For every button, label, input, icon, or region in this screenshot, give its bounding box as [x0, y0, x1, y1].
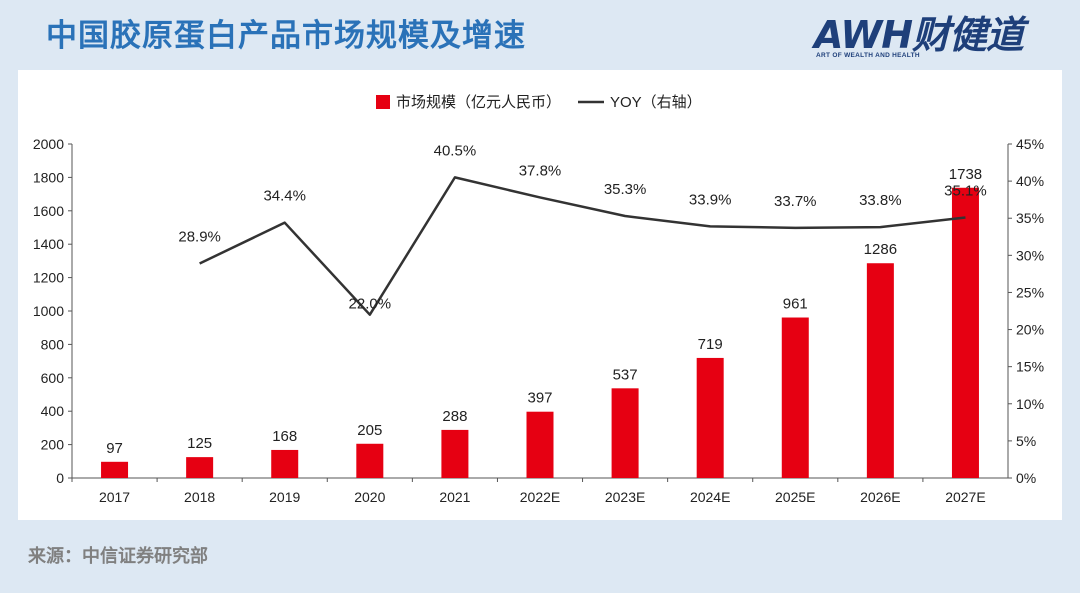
yoy-value-label: 35.3% [604, 181, 647, 198]
yoy-value-label: 33.8% [859, 192, 902, 209]
yoy-value-label: 37.8% [519, 162, 562, 179]
bar-value-label: 1286 [864, 241, 897, 258]
logo-tagline: ART OF WEALTH AND HEALTH [816, 52, 920, 59]
x-tick-label: 2019 [269, 489, 300, 505]
source-note: 来源：中信证券研究部 [28, 546, 208, 567]
y-right-tick-label: 35% [1016, 210, 1044, 226]
page-title: 中国胶原蛋白产品市场规模及增速 [46, 18, 526, 54]
bar-value-label: 97 [106, 440, 123, 457]
bar [186, 457, 214, 478]
x-tick-label: 2017 [99, 489, 130, 505]
bar [611, 388, 639, 478]
y-right-tick-label: 25% [1016, 284, 1044, 300]
y-right-tick-label: 10% [1016, 396, 1044, 412]
y-left-tick-label: 1600 [33, 203, 64, 219]
x-tick-label: 2018 [184, 489, 215, 505]
x-tick-label: 2020 [354, 489, 385, 505]
legend-bar-label: 市场规模（亿元人民币） [396, 94, 561, 111]
yoy-value-label: 33.9% [689, 191, 732, 208]
x-tick-label: 2025E [775, 489, 815, 505]
yoy-value-label: 22.0% [349, 296, 392, 313]
y-left-tick-label: 2000 [33, 136, 64, 152]
logo-wordmark: AWH财健道 [814, 13, 1024, 57]
bar [781, 317, 809, 478]
bar-value-label: 537 [613, 366, 638, 383]
x-tick-label: 2023E [605, 489, 645, 505]
bar-value-label: 719 [698, 336, 723, 353]
y-right-tick-label: 30% [1016, 247, 1044, 263]
bar [526, 411, 554, 478]
x-tick-label: 2026E [860, 489, 900, 505]
bar [356, 443, 384, 478]
bar-value-label: 397 [527, 390, 552, 407]
y-right-tick-label: 20% [1016, 322, 1044, 338]
bar-value-label: 1738 [949, 166, 982, 183]
x-tick-label: 2024E [690, 489, 730, 505]
y-left-tick-label: 1000 [33, 303, 64, 319]
x-tick-label: 2022E [520, 489, 560, 505]
y-left-tick-label: 800 [41, 336, 65, 352]
bar [271, 449, 299, 478]
bar [866, 263, 894, 478]
bar-value-label: 125 [187, 435, 212, 452]
bar-value-label: 168 [272, 428, 297, 445]
y-right-tick-label: 5% [1016, 433, 1036, 449]
yoy-line [199, 176, 966, 316]
y-left-tick-label: 0 [56, 470, 64, 486]
y-left-tick-label: 600 [41, 370, 65, 386]
yoy-value-label: 28.9% [178, 228, 221, 245]
x-tick-label: 2027E [945, 489, 985, 505]
yoy-value-label: 40.5% [434, 142, 477, 159]
bar-value-label: 961 [783, 296, 808, 313]
bar [951, 187, 979, 478]
bar [441, 429, 469, 478]
yoy-value-label: 35.1% [944, 182, 987, 199]
bar-value-label: 205 [357, 422, 382, 439]
brand-logo: AWH财健道 ART OF WEALTH AND HEALTH [814, 4, 1054, 64]
bar [696, 357, 724, 478]
x-tick-label: 2021 [439, 489, 470, 505]
y-right-tick-label: 40% [1016, 173, 1044, 189]
y-left-tick-label: 200 [41, 437, 65, 453]
bar [101, 461, 129, 478]
y-right-tick-label: 0% [1016, 470, 1036, 486]
legend-line-label: YOY（右轴） [610, 94, 702, 111]
yoy-value-label: 34.4% [263, 188, 306, 205]
y-right-tick-label: 45% [1016, 136, 1044, 152]
y-left-tick-label: 400 [41, 403, 65, 419]
combo-chart: 0 200 400 600 800 1000 1200 1400 1600 1800 2000 0% 5… [33, 94, 1044, 505]
legend-bar-swatch [376, 95, 390, 109]
bar-value-label: 288 [442, 408, 467, 425]
chart-panel: 0 200 400 600 800 1000 1200 1400 1600 1800 2000 0% 5… [18, 70, 1062, 520]
y-left-tick-label: 1400 [33, 236, 64, 252]
y-left-tick-label: 1200 [33, 270, 64, 286]
y-left-tick-label: 1800 [33, 169, 64, 185]
yoy-value-label: 33.7% [774, 193, 817, 210]
y-right-tick-label: 15% [1016, 359, 1044, 375]
